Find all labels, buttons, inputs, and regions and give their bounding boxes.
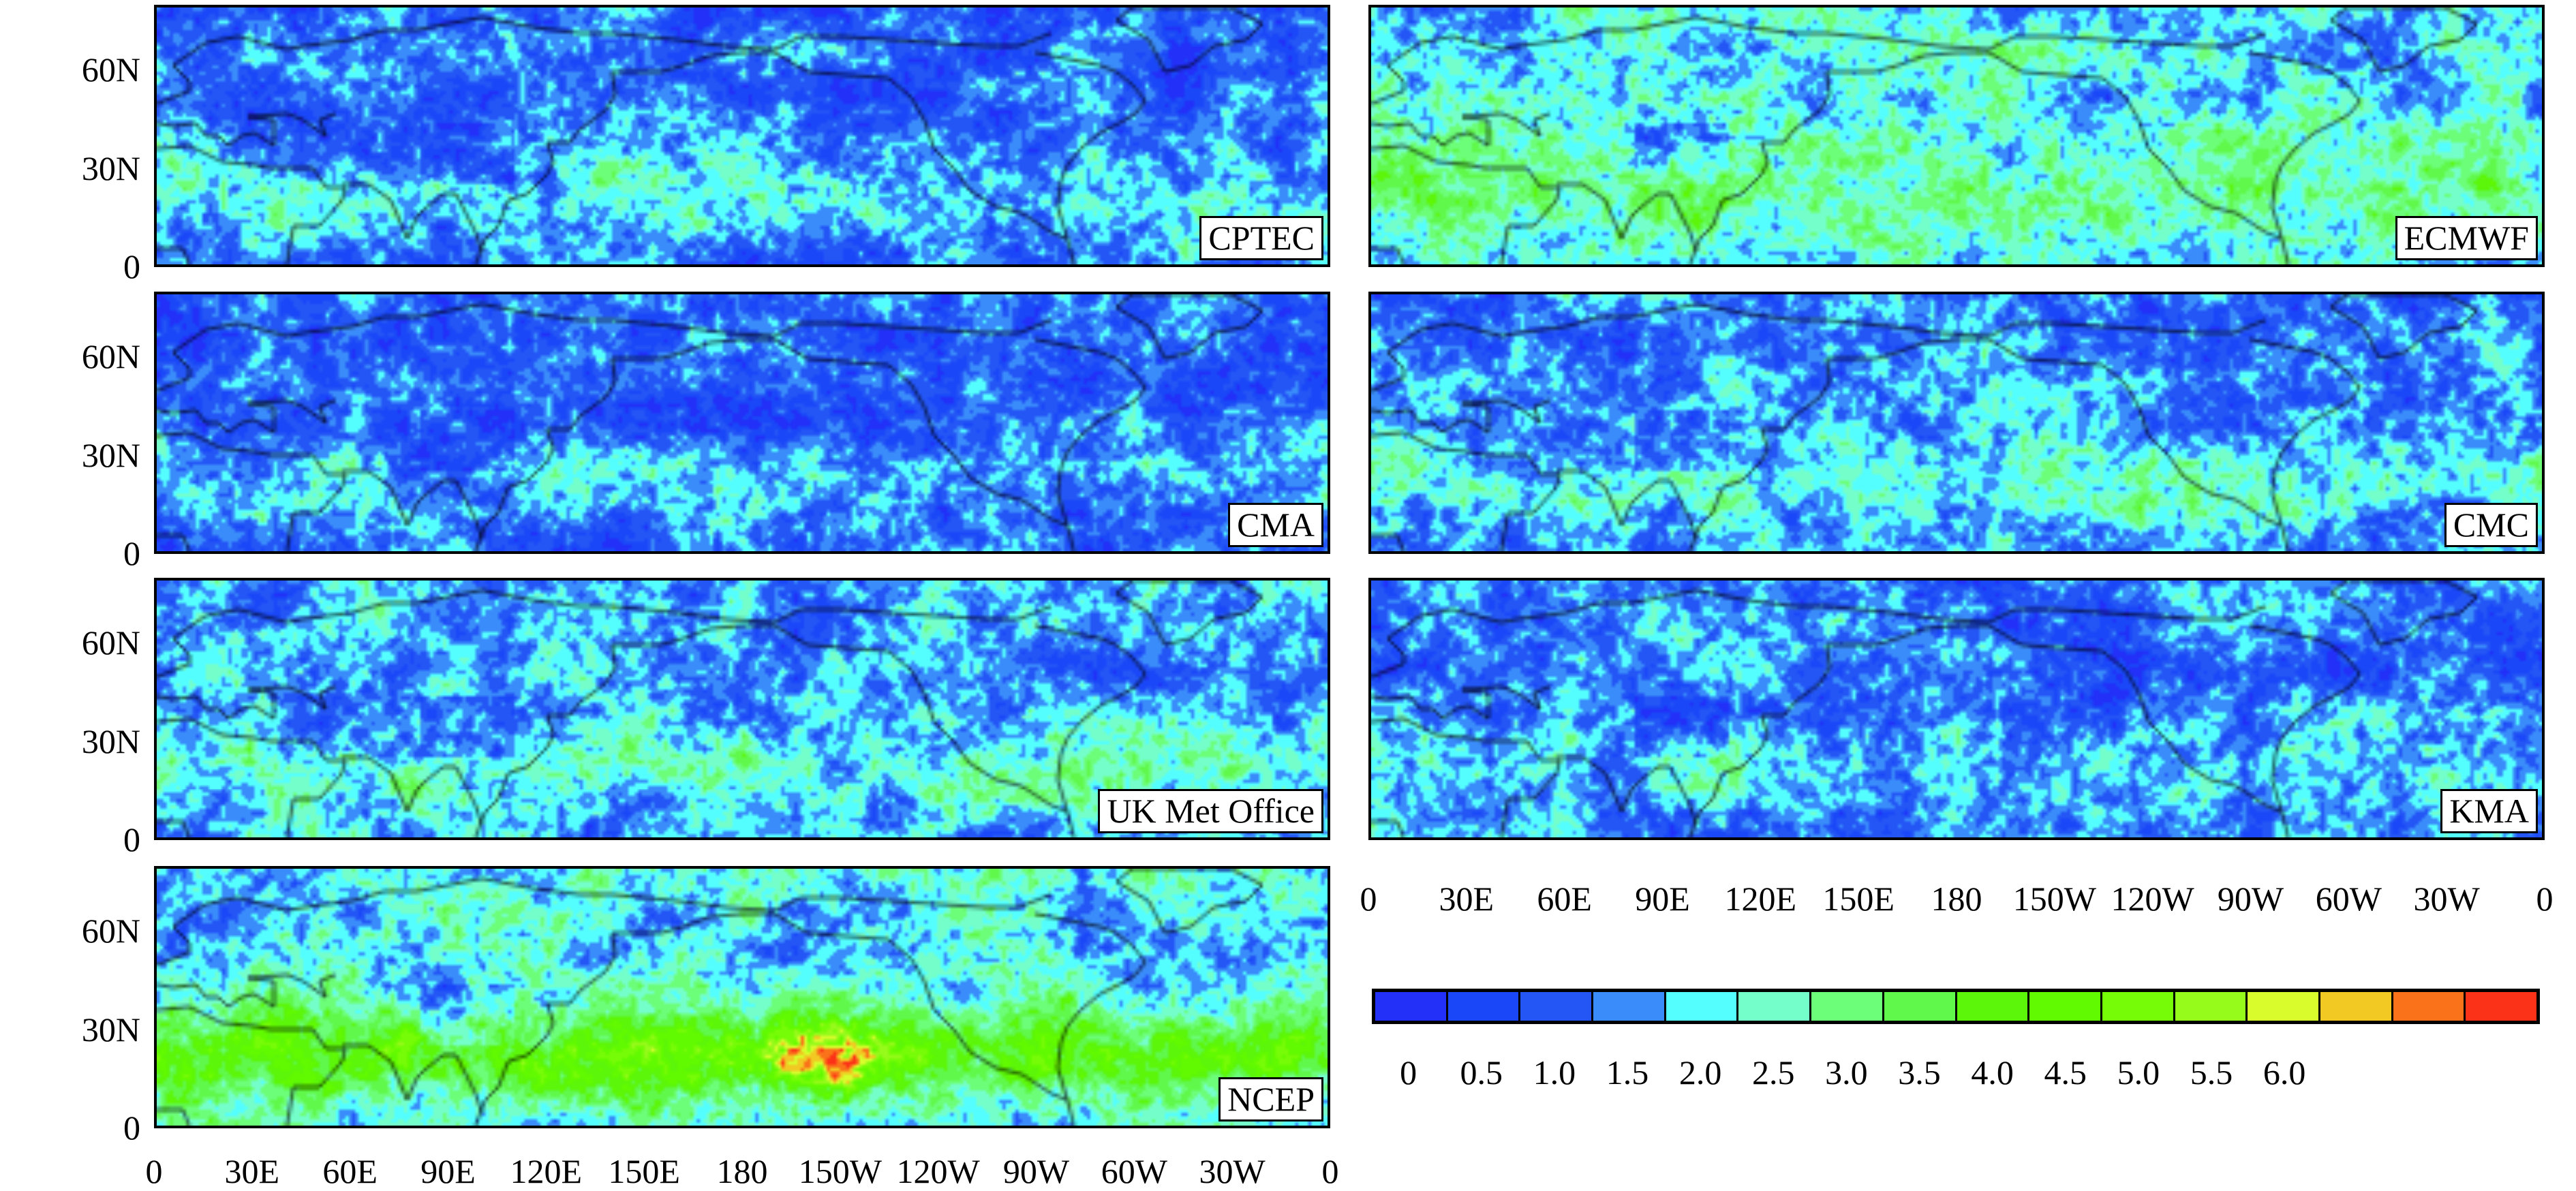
colorbar-swatch [1957, 992, 2030, 1021]
heatmap-field [157, 869, 1328, 1126]
lon-tick-label: 60W [1101, 1152, 1167, 1190]
model-label: NCEP [1218, 1077, 1323, 1122]
colorbar-label: 5.0 [2117, 1053, 2160, 1092]
lat-tick-label: 60N [81, 50, 140, 89]
colorbar-label: 6.0 [2263, 1053, 2306, 1092]
map-panel-cptec: CPTEC [154, 5, 1330, 267]
colorbar-label: 4.0 [1971, 1053, 2014, 1092]
lon-tick-label: 120W [2111, 880, 2194, 918]
colorbar-swatch [1520, 992, 1594, 1021]
colorbar [1372, 989, 2540, 1024]
map-panel-kma: KMA [1368, 578, 2545, 840]
lon-tick-label: 90E [1635, 880, 1690, 918]
lon-tick-label: 180 [1931, 880, 1982, 918]
lon-tick-label: 150W [2012, 880, 2096, 918]
lon-tick-label: 30E [224, 1152, 280, 1190]
map-panel-uk-met-office: UK Met Office [154, 578, 1330, 840]
colorbar-swatch [1884, 992, 1957, 1021]
model-label: CMC [2444, 503, 2538, 547]
map-panel-cmc: CMC [1368, 292, 2545, 554]
lat-tick-label: 0 [123, 820, 140, 859]
colorbar-label: 5.5 [2190, 1053, 2233, 1092]
colorbar-swatch [2029, 992, 2102, 1021]
colorbar-label: 1.0 [1533, 1053, 1576, 1092]
colorbar-swatch [1811, 992, 1884, 1021]
lon-tick-label: 120E [510, 1152, 583, 1190]
model-label: ECMWF [2395, 216, 2538, 260]
lon-tick-label: 90W [1002, 1152, 1070, 1190]
colorbar-label: 1.5 [1606, 1053, 1649, 1092]
heatmap-field [157, 294, 1328, 551]
colorbar-swatch [2393, 992, 2466, 1021]
lon-tick-label: 0 [1321, 1152, 1339, 1190]
lon-tick-label: 120W [896, 1152, 980, 1190]
lat-tick-label: 60N [81, 623, 140, 662]
lat-tick-label: 30N [81, 149, 140, 187]
lat-tick-label: 60N [81, 337, 140, 376]
lon-tick-label: 150E [608, 1152, 680, 1190]
lat-tick-label: 30N [81, 722, 140, 760]
lon-tick-label: 120E [1724, 880, 1797, 918]
model-label: UK Met Office [1098, 789, 1323, 833]
heatmap-field [1371, 581, 2542, 837]
lon-tick-label: 90W [2217, 880, 2284, 918]
lon-tick-label: 150W [798, 1152, 882, 1190]
map-panel-cma: CMA [154, 292, 1330, 554]
map-panel-ncep: NCEP [154, 866, 1330, 1128]
colorbar-swatch [1666, 992, 1739, 1021]
model-label: KMA [2440, 789, 2538, 833]
heatmap-field [157, 7, 1328, 264]
lat-tick-label: 0 [123, 247, 140, 285]
colorbar-swatch [1447, 992, 1521, 1021]
model-label: CPTEC [1199, 216, 1323, 260]
map-panel-ecmwf: ECMWF [1368, 5, 2545, 267]
colorbar-swatch [2320, 992, 2393, 1021]
model-label: CMA [1228, 503, 1323, 547]
colorbar-label: 2.5 [1751, 1053, 1795, 1092]
lat-tick-label: 60N [81, 912, 140, 950]
colorbar-swatch [2102, 992, 2175, 1021]
colorbar-swatch [2175, 992, 2248, 1021]
colorbar-label: 0.5 [1460, 1053, 1503, 1092]
colorbar-swatch [2466, 992, 2536, 1021]
colorbar-label: 3.0 [1825, 1053, 1868, 1092]
heatmap-field [1371, 7, 2542, 264]
colorbar-swatch [1738, 992, 1812, 1021]
lon-tick-label: 60E [322, 1152, 378, 1190]
lon-tick-label: 60E [1537, 880, 1592, 918]
lat-tick-label: 30N [81, 435, 140, 474]
lat-tick-label: 0 [123, 534, 140, 572]
lon-tick-label: 0 [2536, 880, 2554, 918]
lat-tick-label: 0 [123, 1109, 140, 1147]
colorbar-label: 3.5 [1898, 1053, 1941, 1092]
lon-tick-label: 180 [716, 1152, 768, 1190]
lon-tick-label: 0 [145, 1152, 163, 1190]
colorbar-label: 0 [1400, 1053, 1417, 1092]
lon-tick-label: 0 [1360, 880, 1377, 918]
colorbar-swatch [2248, 992, 2320, 1021]
lon-tick-label: 60W [2315, 880, 2382, 918]
colorbar-swatch [1593, 992, 1666, 1021]
lon-tick-label: 150E [1822, 880, 1895, 918]
lon-tick-label: 30W [1199, 1152, 1266, 1190]
lon-tick-label: 30W [2413, 880, 2480, 918]
lat-tick-label: 30N [81, 1010, 140, 1049]
heatmap-field [1371, 294, 2542, 551]
colorbar-swatch [1375, 992, 1448, 1021]
colorbar-label: 2.0 [1678, 1053, 1722, 1092]
lon-tick-label: 30E [1439, 880, 1494, 918]
lon-tick-label: 90E [420, 1152, 476, 1190]
colorbar-label: 4.5 [2044, 1053, 2087, 1092]
